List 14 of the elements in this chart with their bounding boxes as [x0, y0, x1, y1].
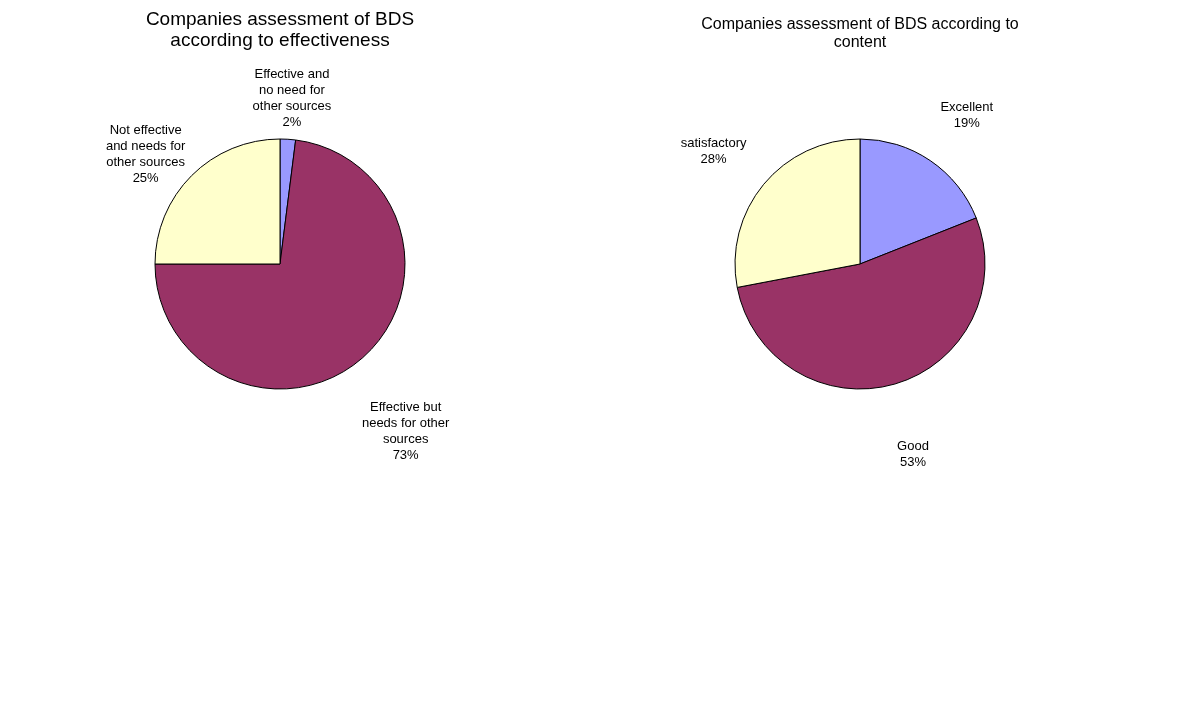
slice-label: Effective but needs for other sources: [361, 398, 451, 446]
slice-label: Not effective and needs for other sources: [105, 121, 187, 169]
data-label: 28%: [700, 150, 728, 166]
data-label: 73%: [392, 446, 420, 462]
chart-title: Companies assessment of BDS according to effectiveness: [145, 8, 415, 50]
data-label: 19%: [953, 114, 981, 130]
data-label: 53%: [899, 454, 927, 470]
slice-label: Effective and no need for other sources: [252, 66, 332, 114]
chart-title: Companies assessment of BDS according to content: [701, 15, 1019, 50]
slice-label: satisfactory: [680, 134, 747, 150]
data-label: 25%: [132, 169, 160, 185]
slice-label: Good: [897, 438, 929, 454]
slice-label: Excellent: [940, 98, 994, 114]
data-label: 2%: [282, 114, 302, 130]
